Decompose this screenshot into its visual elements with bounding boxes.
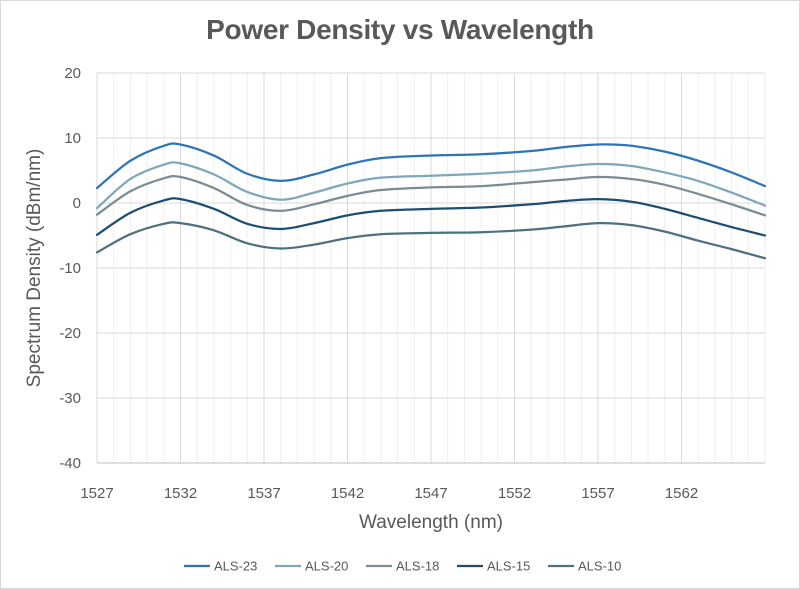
x-tick-labels: 1527 1532 1537 1542 1547 1552 1557 1562 [80,485,698,502]
y-tick-label: 10 [64,130,81,147]
x-tick-label: 1537 [247,485,280,502]
x-tick-label: 1532 [164,485,197,502]
legend-label: ALS-20 [305,559,348,574]
x-tick-label: 1542 [331,485,364,502]
x-axis-title: Wavelength (nm) [359,512,503,533]
x-tick-label: 1557 [581,485,614,502]
legend: ALS-23 ALS-20 ALS-18 ALS-15 ALS-10 [184,559,621,574]
gridlines [96,72,766,464]
x-tick-label: 1547 [414,485,447,502]
series-line-als-23 [95,142,767,190]
legend-label: ALS-10 [578,559,621,574]
y-tick-label: 0 [73,195,81,212]
series-line-als-20 [95,161,767,210]
y-tick-label: -10 [59,260,81,277]
series-line-als-15 [95,197,767,237]
y-tick-labels: 20 10 0 -10 -20 -30 -40 [59,65,81,472]
y-tick-label: 20 [64,65,81,82]
y-tick-label: -30 [59,390,81,407]
x-tick-label: 1527 [80,485,113,502]
x-tick-label: 1552 [498,485,531,502]
y-tick-label: -20 [59,325,81,342]
series-lines [95,142,767,260]
legend-label: ALS-23 [214,559,257,574]
y-tick-label: -40 [59,455,81,472]
x-tick-label: 1562 [665,485,698,502]
series-line-als-10 [95,221,767,260]
y-axis-title: Spectrum Density (dBm/nm) [24,149,45,388]
chart-title: Power Density vs Wavelength [206,14,594,45]
series-line-als-18 [95,174,767,217]
legend-label: ALS-15 [487,559,530,574]
legend-label: ALS-18 [396,559,439,574]
